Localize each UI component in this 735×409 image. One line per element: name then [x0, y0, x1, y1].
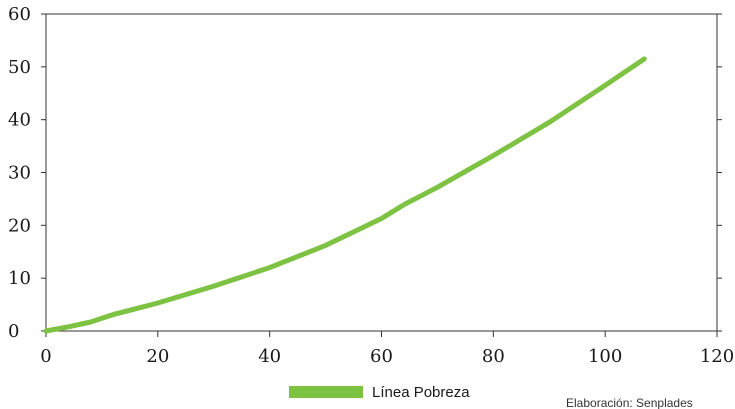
legend-swatch: [289, 386, 363, 398]
series-line: [43, 56, 647, 334]
x-tick-label: 120: [700, 346, 734, 367]
y-tick-label: 10: [8, 268, 31, 289]
y-ticks: 0 10 20 30 40 50 60: [8, 4, 722, 342]
y-tick-label: 40: [8, 110, 31, 131]
credit-text: Elaboración: Senplades: [566, 396, 693, 409]
y-tick-label: 30: [8, 163, 31, 184]
x-ticks: 0 20 40 60 80 100 120: [40, 331, 734, 367]
y-tick-label: 60: [8, 4, 31, 25]
series-layer: [43, 56, 647, 334]
x-tick-label: 100: [588, 346, 622, 367]
y-tick-label: 0: [8, 321, 19, 342]
x-tick-label: 60: [370, 346, 393, 367]
legend-label: Línea Pobreza: [372, 384, 470, 401]
x-tick-label: 80: [482, 346, 505, 367]
y-tick-label: 20: [8, 215, 31, 236]
x-tick-label: 20: [146, 346, 169, 367]
axes: [45, 13, 718, 332]
legend: Línea Pobreza: [289, 384, 470, 401]
x-tick-label: 40: [258, 346, 281, 367]
y-tick-label: 50: [8, 57, 31, 78]
x-tick-label: 0: [40, 346, 51, 367]
